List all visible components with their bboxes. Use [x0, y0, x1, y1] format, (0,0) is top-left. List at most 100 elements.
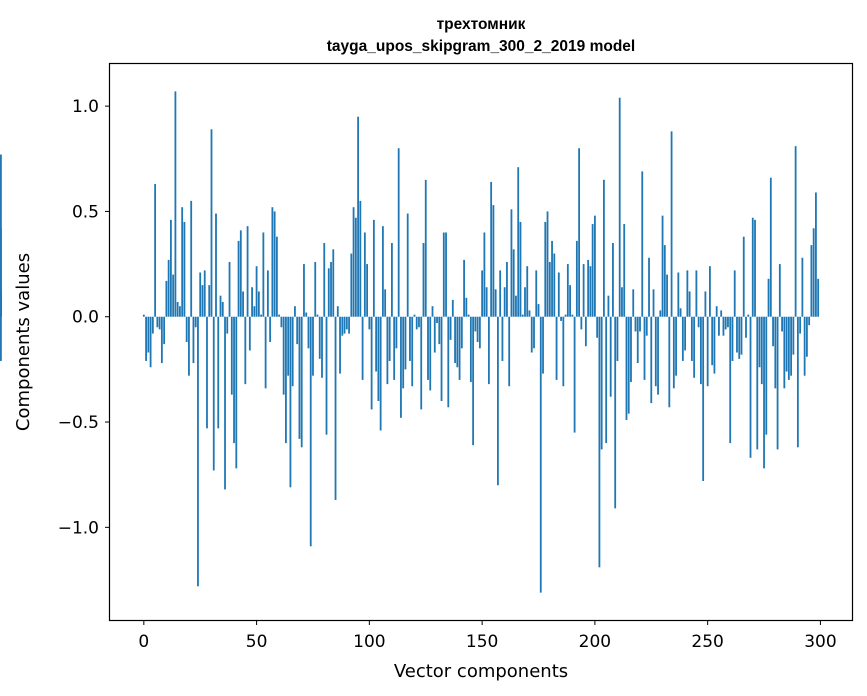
bar-167	[519, 221, 522, 317]
bar-282	[778, 264, 781, 317]
bar-61	[280, 316, 283, 328]
bar-103	[375, 316, 378, 372]
bar-178	[544, 221, 547, 317]
bar-64	[287, 316, 290, 376]
bar-60	[278, 314, 281, 317]
bar-152	[485, 287, 488, 317]
x-tick-label: 50	[246, 632, 268, 652]
y-tick-label: 0.5	[72, 202, 99, 222]
bar-33	[217, 316, 220, 429]
bar-172	[530, 316, 533, 353]
y-tick-label: 0.0	[72, 308, 99, 328]
bar-214	[625, 316, 628, 420]
bar-8	[160, 316, 163, 364]
bar-270	[751, 217, 754, 317]
bar-219	[636, 316, 639, 364]
bar-22	[192, 316, 195, 364]
bar-84	[332, 249, 335, 317]
bar-258	[724, 316, 727, 330]
bar-122	[418, 316, 420, 328]
bar-5	[154, 184, 157, 317]
bar-137	[451, 299, 454, 317]
bar-267	[745, 316, 747, 338]
bar-200	[593, 215, 596, 317]
bar-1	[145, 316, 147, 361]
bar-145	[469, 316, 472, 383]
bar-269	[749, 316, 752, 458]
bar-115	[402, 316, 405, 389]
bar-135	[447, 316, 450, 408]
bar-229	[659, 310, 662, 317]
bar-125	[424, 179, 427, 317]
bar-300	[0, 316, 2, 361]
bar-189	[569, 285, 571, 317]
bar-163	[510, 209, 513, 317]
bar-254	[715, 306, 718, 317]
bar-171	[528, 310, 531, 317]
bars-group	[0, 91, 820, 593]
bar-138	[454, 316, 456, 364]
y-axis-ticks: −1.0 −0.5 0.0 0.5 1.0	[58, 97, 110, 538]
bar-194	[580, 316, 583, 330]
bar-263	[736, 316, 738, 353]
bar-113	[397, 148, 400, 317]
bar-120	[413, 314, 416, 317]
bar-39	[230, 316, 233, 395]
bar-53	[262, 232, 265, 317]
bar-45	[244, 316, 247, 385]
bar-246	[697, 316, 700, 328]
bar-261	[731, 316, 734, 361]
bar-280	[774, 316, 777, 389]
bar-296	[810, 245, 813, 317]
bar-206	[607, 295, 610, 317]
bar-20	[188, 316, 190, 376]
bar-108	[386, 316, 389, 385]
bar-136	[449, 316, 452, 340]
bar-97	[361, 316, 364, 380]
bar-203	[600, 316, 603, 450]
bar-51	[257, 291, 260, 317]
bar-275	[763, 316, 765, 469]
bar-195	[582, 264, 585, 317]
bar-272	[756, 316, 759, 450]
bar-202	[598, 316, 601, 568]
bar-121	[415, 316, 418, 330]
bar-157	[497, 316, 499, 486]
bar-110	[391, 243, 393, 317]
bar-88	[341, 316, 344, 336]
bar-264	[738, 316, 741, 359]
bar-141	[460, 316, 463, 349]
bar-95	[357, 116, 359, 317]
bar-190	[571, 314, 574, 317]
bar-142	[463, 259, 465, 317]
bar-50	[255, 266, 258, 317]
bar-134	[445, 232, 447, 317]
bar-143	[465, 297, 468, 317]
bar-177	[542, 316, 544, 374]
bar-15	[176, 301, 179, 317]
bar-86	[336, 306, 339, 317]
bar-197	[587, 259, 590, 317]
bar-47	[248, 316, 251, 351]
bar-76	[314, 261, 317, 317]
bar-173	[533, 316, 535, 349]
bar-277	[767, 278, 770, 317]
bar-205	[605, 316, 608, 444]
bar-237	[677, 272, 680, 317]
bar-99	[366, 264, 369, 317]
bar-192	[575, 240, 578, 317]
bar-274	[760, 316, 763, 385]
bar-162	[508, 316, 511, 387]
bar-154	[490, 181, 493, 317]
bar-217	[632, 289, 635, 317]
bar-49	[253, 306, 256, 317]
bar-23	[194, 316, 197, 328]
bar-79	[321, 316, 323, 378]
bar-228	[657, 316, 659, 395]
bar-176	[539, 316, 542, 593]
bar-293	[803, 316, 806, 376]
y-tick-label: 1.0	[72, 97, 99, 117]
bar-17	[181, 207, 184, 317]
bar-268	[747, 314, 750, 317]
bar-102	[372, 219, 375, 317]
